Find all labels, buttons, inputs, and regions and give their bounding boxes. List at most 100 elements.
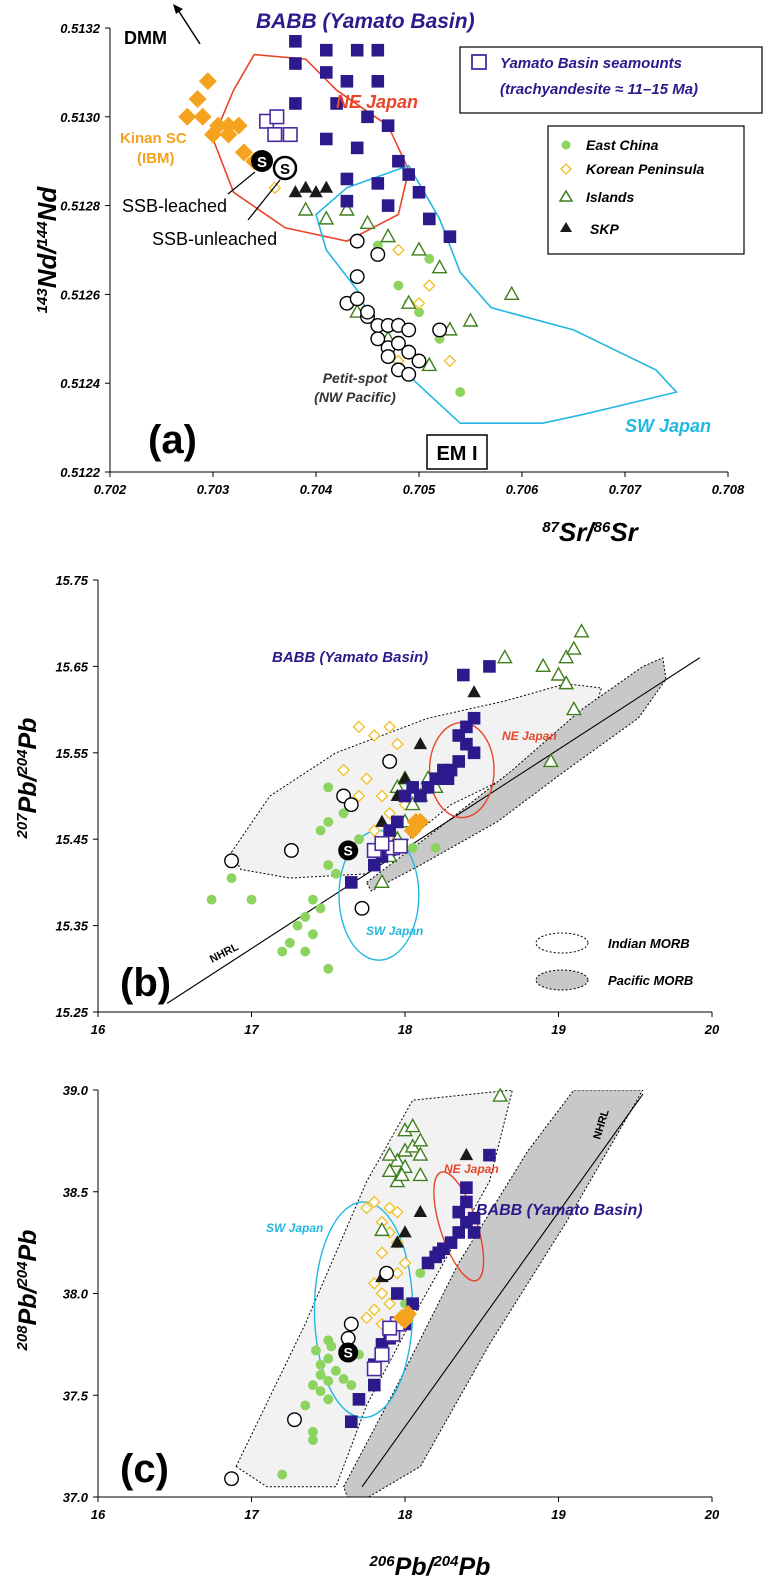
point-east-china (300, 912, 311, 922)
point-babb-yamato-basin (391, 815, 404, 829)
point-babb-yamato-basin (467, 1226, 481, 1239)
point-islands (542, 752, 559, 768)
panel-a-sr-nd: 0.702 0.703 0.704 0.705 0.706 0.707 0.708 0.51… (32, 4, 763, 547)
point-islands (558, 649, 575, 664)
ssb-unleached-label: SSB-unleached (152, 229, 277, 249)
y-tick-label: 15.25 (55, 1005, 88, 1020)
point-kinan-sc-ibm (234, 143, 253, 162)
panel-b-label: (b) (120, 961, 171, 1005)
point-babb-yamato-basin (350, 141, 364, 155)
seamount-legend-line2: (trachyandesite ≈ 11–15 Ma) (500, 81, 698, 98)
babb-label-a: BABB (Yamato Basin) (256, 10, 475, 33)
point-petit-spot-nw-pacific (380, 349, 396, 365)
point-babb-yamato-basin (361, 110, 374, 124)
point-korean-peninsula (375, 1287, 389, 1300)
point-korean-peninsula (352, 720, 366, 734)
dmm-arrow (177, 9, 201, 45)
y-tick-label: 38.5 (63, 1185, 89, 1200)
point-yamato-basin-seamounts (374, 1347, 390, 1363)
point-korean-peninsula (375, 1246, 389, 1260)
point-east-china (246, 894, 257, 905)
point-east-china (330, 1365, 341, 1376)
pacific-morb-field (343, 1090, 644, 1497)
panel-c-y-ticks: 37.0 37.5 38.0 38.5 39.0 (63, 1083, 98, 1505)
point-kinan-sc-ibm (178, 107, 197, 126)
point-skp (309, 185, 323, 198)
point-east-china (277, 1469, 288, 1480)
point-babb-yamato-basin (452, 1226, 466, 1239)
ne-japan-label-c: NE Japan (444, 1162, 499, 1176)
point-petit-spot-nw-pacific (382, 753, 398, 769)
point-islands (573, 623, 590, 638)
point-babb-yamato-basin (350, 43, 364, 57)
panel-c-pb208: S 16 17 18 19 20 37.0 37.5 38.0 38.5 39.0 208Pb/… (14, 1083, 720, 1581)
point-babb-yamato-basin (371, 43, 385, 57)
point-east-china (206, 894, 217, 905)
point-babb-yamato-basin (402, 168, 415, 181)
point-petit-spot-nw-pacific (343, 797, 359, 813)
point-islands (374, 873, 390, 889)
point-korean-peninsula (422, 279, 436, 292)
x-tick-label: 18 (398, 1022, 413, 1037)
point-islands (535, 657, 552, 673)
point-skp (390, 1235, 405, 1248)
point-islands (565, 640, 582, 655)
point-babb-yamato-basin (443, 230, 457, 243)
y-tick-label: 37.0 (63, 1490, 89, 1505)
point-east-china (424, 253, 435, 264)
seamount-legend: Yamato Basin seamounts (trachyandesite ≈… (459, 46, 763, 114)
legend-indian-morb-symbol (535, 932, 589, 954)
point-korean-peninsula (360, 1311, 374, 1325)
point-skp (288, 185, 303, 198)
point-skp (298, 180, 313, 193)
point-babb-yamato-basin (483, 1148, 496, 1162)
point-petit-spot-nw-pacific (349, 233, 365, 249)
point-yamato-basin-seamounts (392, 838, 408, 854)
point-east-china (330, 868, 341, 879)
panel-c-points: S (224, 1087, 509, 1487)
point-babb-yamato-basin (460, 1195, 473, 1209)
x-tick-label: 17 (244, 1022, 259, 1037)
point-skp (375, 814, 389, 827)
point-east-china (323, 816, 334, 827)
series-yamato-basin-seamounts (259, 109, 298, 143)
point-east-china (414, 307, 424, 318)
x-tick-label: 20 (704, 1507, 720, 1522)
series-petit-spot-nw-pacific (339, 233, 448, 382)
point-korean-peninsula (392, 243, 405, 257)
legend-pacific-morb-symbol (535, 969, 589, 991)
series-skp (288, 180, 334, 198)
point-islands (404, 1117, 421, 1133)
point-petit-spot-nw-pacific (349, 291, 365, 307)
legend-indian-morb: Indian MORB (608, 936, 690, 951)
point-skp (467, 685, 481, 698)
nhrl-label-b: NHRL (208, 941, 241, 966)
series-kinan-sc-ibm (178, 72, 264, 171)
point-islands (404, 795, 421, 811)
point-east-china (323, 1335, 334, 1346)
point-east-china (300, 1400, 311, 1411)
dmm-annotation: DMM (124, 4, 201, 48)
point-babb-yamato-basin (340, 172, 354, 186)
point-korean-peninsula (360, 1201, 374, 1215)
point-east-china (284, 937, 295, 948)
ssb-marker-letter: S (344, 1345, 353, 1361)
nhrl-line (361, 1093, 644, 1488)
point-islands (496, 649, 513, 664)
point-babb-yamato-basin (452, 1205, 466, 1219)
point-korean-peninsula (360, 772, 374, 786)
babb-label-c: BABB (Yamato Basin) (476, 1202, 643, 1219)
y-tick-label: 0.5132 (60, 21, 101, 36)
y-tick-label: 15.55 (55, 746, 88, 761)
point-babb-yamato-basin (340, 74, 354, 88)
point-islands (412, 1132, 429, 1147)
point-skp (398, 1225, 412, 1238)
y-tick-label: 39.0 (63, 1083, 89, 1098)
point-babb-yamato-basin (441, 772, 455, 786)
point-babb-yamato-basin (467, 1211, 481, 1225)
point-yamato-basin-seamounts (269, 109, 285, 125)
point-babb-yamato-basin (460, 1181, 473, 1194)
point-east-china (277, 946, 288, 957)
point-kinan-sc-ibm (204, 125, 222, 144)
point-east-china (407, 842, 418, 853)
